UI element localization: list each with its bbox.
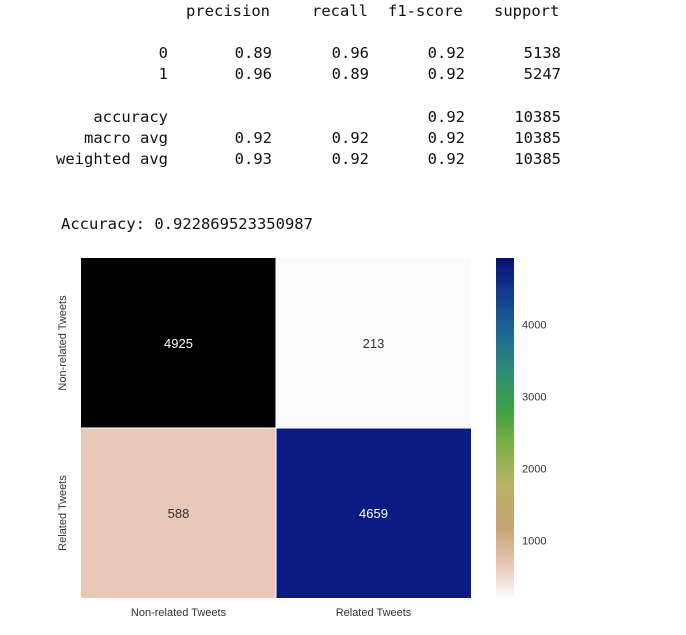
x-tick-label: Related Tweets: [336, 607, 412, 619]
row-precision: 0.96: [234, 65, 272, 83]
cell-annotation: 588: [168, 506, 190, 521]
heatmap-cell: [81, 258, 276, 428]
header-precision: precision: [186, 2, 270, 20]
row-label: accuracy: [93, 108, 168, 126]
row-recall: 0.89: [331, 65, 369, 83]
row-precision: 0.93: [234, 150, 272, 168]
row-recall: 0.92: [331, 129, 369, 147]
colorbar: [496, 258, 514, 597]
row-recall: 0.92: [331, 150, 369, 168]
colorbar-tick-label: 4000: [522, 320, 546, 332]
row-f1: 0.92: [427, 44, 465, 62]
heatmap-labels: 4925 213 588 4659 Non-related Tweets Related …: [57, 295, 412, 619]
row-label: 0: [158, 44, 168, 62]
row-support: 10385: [514, 108, 561, 126]
confusion-matrix-heatmap: 4925 213 588 4659 Non-related Tweets Related …: [57, 258, 546, 619]
y-tick-label: Related Tweets: [57, 475, 69, 551]
row-f1: 0.92: [427, 108, 465, 126]
cell-annotation: 4925: [164, 336, 193, 351]
header-f1-score: f1-score: [388, 2, 463, 20]
row-precision: 0.92: [234, 129, 272, 147]
accuracy-output: Accuracy: 0.922869523350987: [61, 215, 313, 233]
row-label: 1: [158, 65, 168, 83]
row-support: 5138: [523, 44, 561, 62]
header-support: support: [494, 2, 560, 20]
row-f1: 0.92: [427, 129, 465, 147]
heatmap-cell: [276, 428, 471, 598]
classification-report: precision recall f1-score support 0 0.89…: [0, 0, 686, 200]
y-tick-label: Non-related Tweets: [57, 295, 69, 391]
row-support: 10385: [514, 150, 561, 168]
colorbar-tick-label: 1000: [522, 535, 546, 547]
row-f1: 0.92: [427, 150, 465, 168]
row-label: macro avg: [84, 129, 168, 147]
colorbar-ticks: 1000 2000 3000 4000: [522, 320, 546, 548]
colorbar-tick-label: 2000: [522, 463, 546, 475]
row-label: weighted avg: [56, 150, 168, 168]
header-recall: recall: [312, 2, 368, 20]
row-f1: 0.92: [427, 65, 465, 83]
heatmap-cell: [81, 428, 276, 598]
x-tick-label: Non-related Tweets: [131, 607, 227, 619]
colorbar-tick-label: 3000: [522, 391, 546, 403]
row-precision: 0.89: [234, 44, 272, 62]
heatmap-cell: [276, 258, 471, 428]
confusion-matrix-figure: 4925 213 588 4659 Non-related Tweets Related …: [0, 240, 686, 630]
cell-annotation: 213: [363, 336, 385, 351]
cell-annotation: 4659: [359, 506, 388, 521]
row-support: 5247: [523, 65, 561, 83]
row-support: 10385: [514, 129, 561, 147]
heatmap-cells: [81, 258, 471, 598]
row-recall: 0.96: [331, 44, 369, 62]
